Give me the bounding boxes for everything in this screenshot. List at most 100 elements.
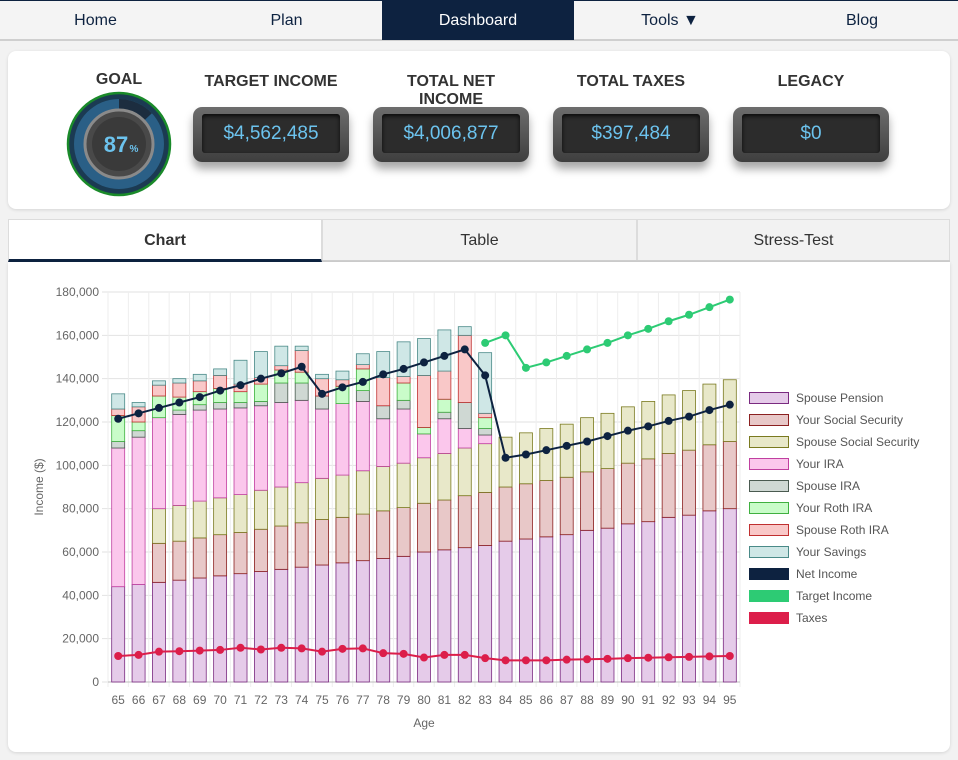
bar-segment [355,390,370,402]
bar-segment [335,562,350,683]
data-point [685,652,694,661]
bar-segment [172,579,187,683]
nav-plan[interactable]: Plan [270,12,303,29]
legend-item[interactable]: Target Income [749,586,939,608]
legend-item[interactable]: Your Savings [749,542,939,564]
data-point [114,414,123,423]
legend-item[interactable]: Spouse Social Security [749,432,939,454]
data-point [399,649,408,658]
data-point [358,644,367,653]
bar-segment [661,453,676,518]
bar-segment [559,476,574,536]
data-point [460,345,469,354]
x-tick-label: 91 [642,693,656,707]
bar-segment [111,447,126,588]
bar-segment [254,528,268,572]
data-point [521,363,530,372]
x-tick-label: 71 [234,693,248,707]
legend-item[interactable]: Spouse Pension [749,388,939,410]
bar-segment [294,399,309,484]
bar-segment [254,405,268,491]
y-tick-label: 180,000 [56,285,100,299]
y-tick-label: 140,000 [56,372,100,386]
bar-segment [376,558,391,683]
legend-swatch [749,524,789,536]
bar-segment [478,428,493,436]
bar-segment [315,519,329,566]
bar-segment [131,584,146,683]
bar-segment [457,547,472,683]
data-point [725,400,734,409]
data-point [501,453,510,462]
bar-segment [172,378,187,384]
data-point [277,369,286,378]
x-tick-label: 80 [417,693,431,707]
chart-panel: 0 20,000 40,000 60,000 80,000 100,000 120,000 1… [8,262,950,752]
bar-segment [111,441,126,449]
legend-item[interactable]: Taxes [749,608,939,630]
nav-tools-dropdown[interactable]: Tools ▼ [641,12,699,29]
legacy-label: LEGACY [777,73,845,90]
tab-table[interactable]: Table [322,219,637,260]
bar-segment [233,402,248,409]
bar-segment [315,373,329,380]
x-tick-label: 72 [254,693,268,707]
data-point [725,295,734,304]
nav-dashboard[interactable]: Dashboard [382,1,574,40]
bar-segment [437,398,452,413]
legend-item[interactable]: Your IRA [749,454,939,476]
bar-segment [417,457,431,504]
x-tick-label: 81 [438,693,452,707]
nav-home[interactable]: Home [74,12,117,29]
data-point [256,645,265,654]
bar-segment [254,401,268,407]
data-point [705,652,714,661]
data-point [521,450,530,459]
bar-segment [315,477,329,520]
bar-segment [192,380,207,393]
data-point [685,310,694,319]
x-tick-label: 85 [519,693,533,707]
legend-item[interactable]: Net Income [749,564,939,586]
bar-segment [254,351,268,378]
data-point [644,422,653,431]
data-point [256,374,265,383]
bar-segment [274,345,289,367]
bar-segment [294,482,309,524]
bar-segment [131,430,146,438]
data-point [725,652,734,660]
data-point [501,331,510,340]
legend-item[interactable]: Your Roth IRA [749,498,939,520]
y-tick-label: 80,000 [62,502,99,516]
data-point [562,441,571,450]
data-point [460,650,469,659]
bar-segment [335,474,350,518]
bar-segment [437,453,452,501]
bar-segment [437,329,452,372]
data-point [562,351,571,360]
data-point [318,389,327,398]
bar-segment [457,495,472,549]
bar-segment [457,428,472,449]
bar-segment [396,399,411,410]
bar-segment [274,382,289,403]
bar-segment [294,382,309,401]
y-tick-label: 100,000 [56,458,100,472]
legend-item[interactable]: Your Social Security [749,410,939,432]
data-point [521,656,530,665]
tab-chart[interactable]: Chart [8,219,322,262]
x-tick-label: 94 [703,693,717,707]
tab-stress-test[interactable]: Stress-Test [637,219,950,260]
bar-segment [192,404,207,411]
bar-segment [213,375,228,389]
bar-segment [478,352,493,414]
legend-item[interactable]: Spouse IRA [749,476,939,498]
nav-blog[interactable]: Blog [845,12,879,29]
bar-segment [131,402,146,408]
bar-segment [213,402,228,410]
data-point [685,412,694,421]
data-point [297,362,306,371]
legend-item[interactable]: Spouse Roth IRA [749,520,939,542]
bar-segment [152,581,166,683]
bar-segment [254,383,268,402]
